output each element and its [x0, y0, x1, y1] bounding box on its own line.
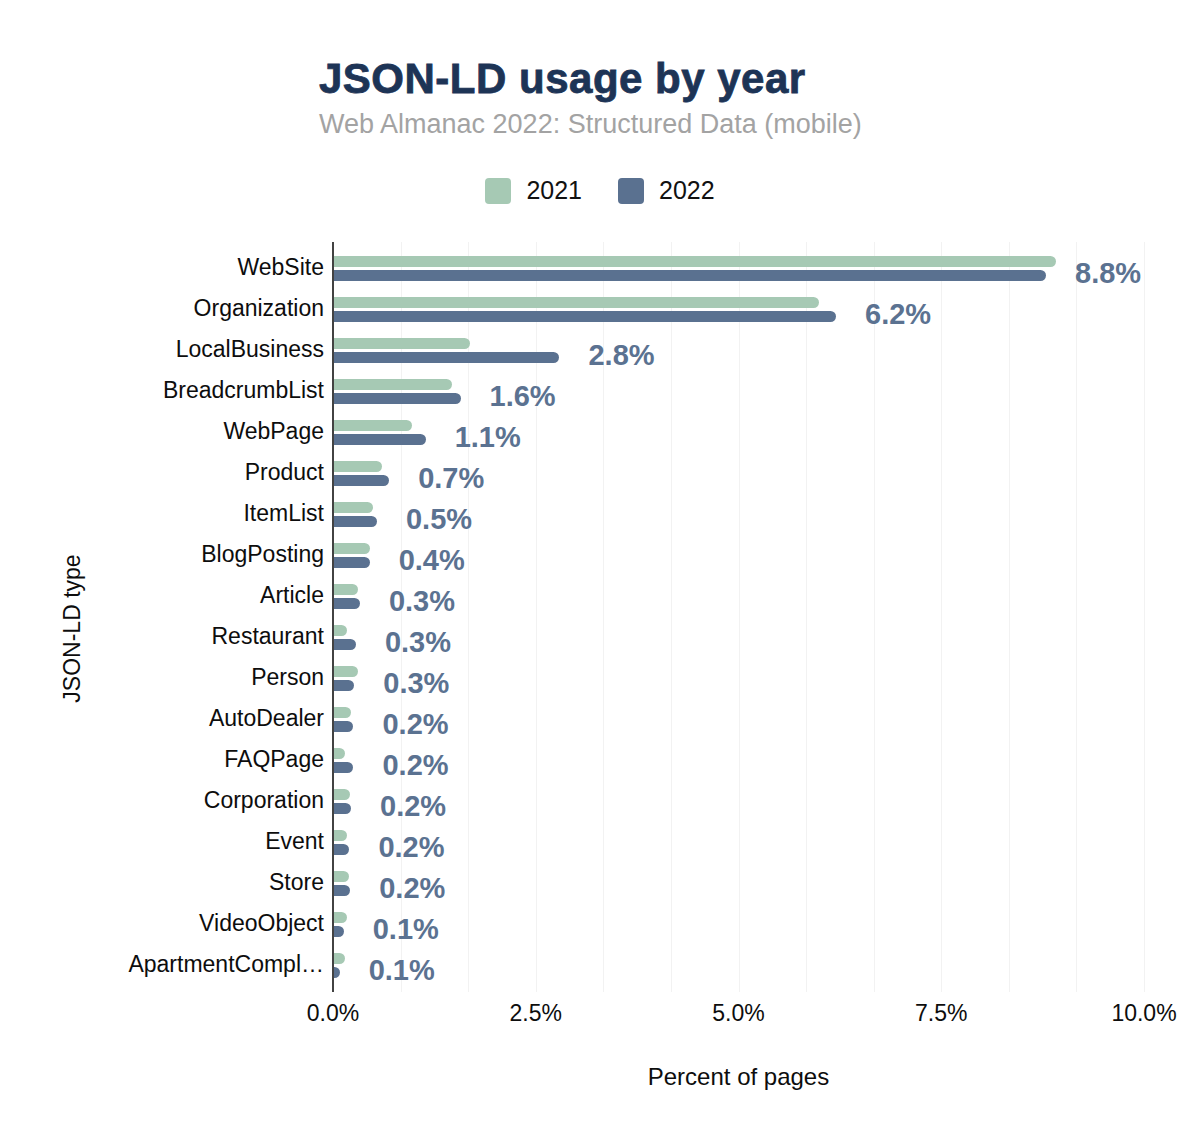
- bar-2021: [334, 830, 347, 841]
- gridline: [1144, 242, 1145, 992]
- category-label: AutoDealer: [0, 704, 324, 732]
- value-label: 0.2%: [382, 749, 448, 781]
- x-tick-label: 0.0%: [273, 1000, 393, 1027]
- bar-2022: [334, 762, 353, 773]
- value-label: 0.4%: [399, 544, 465, 576]
- bar-2022: [334, 475, 389, 486]
- category-label: BreadcrumbList: [0, 376, 324, 404]
- bar-2021: [334, 502, 373, 513]
- category-label: VideoObject: [0, 909, 324, 937]
- value-label: 0.2%: [382, 708, 448, 740]
- gridline: [941, 242, 942, 992]
- category-label: Article: [0, 581, 324, 609]
- bar-2022: [334, 557, 370, 568]
- value-label: 0.2%: [379, 872, 445, 904]
- value-label: 2.8%: [588, 339, 654, 371]
- bar-2022: [334, 680, 354, 691]
- bar-2021: [334, 297, 819, 308]
- value-label: 0.1%: [373, 913, 439, 945]
- gridline: [1009, 242, 1010, 992]
- bar-2022: [334, 393, 461, 404]
- bar-2021: [334, 789, 350, 800]
- bar-2021: [334, 953, 345, 964]
- category-label: FAQPage: [0, 745, 324, 773]
- bar-2021: [334, 543, 370, 554]
- bar-2021: [334, 338, 470, 349]
- gridline: [739, 242, 740, 992]
- category-label: Product: [0, 458, 324, 486]
- bar-2021: [334, 871, 349, 882]
- category-label: ItemList: [0, 499, 324, 527]
- category-label: ApartmentCompl…: [0, 950, 324, 978]
- value-label: 1.6%: [490, 380, 556, 412]
- gridline: [874, 242, 875, 992]
- gridline: [806, 242, 807, 992]
- value-label: 8.8%: [1075, 257, 1141, 289]
- bar-2021: [334, 461, 382, 472]
- bar-2021: [334, 912, 347, 923]
- value-label: 6.2%: [865, 298, 931, 330]
- category-label: Store: [0, 868, 324, 896]
- bar-2022: [334, 639, 356, 650]
- bar-2022: [334, 352, 559, 363]
- value-label: 0.1%: [369, 954, 435, 986]
- bar-2021: [334, 625, 347, 636]
- bar-2022: [334, 803, 351, 814]
- x-axis-title: Percent of pages: [333, 1063, 1144, 1091]
- bar-2021: [334, 748, 345, 759]
- bar-2022: [334, 311, 836, 322]
- bar-2022: [334, 434, 426, 445]
- plot-area: WebSite 8.8% Organization 6.2% LocalBusiness…: [0, 0, 1200, 1144]
- x-tick-label: 7.5%: [881, 1000, 1001, 1027]
- category-label: Event: [0, 827, 324, 855]
- category-label: LocalBusiness: [0, 335, 324, 363]
- bar-2021: [334, 256, 1056, 267]
- value-label: 0.3%: [385, 626, 451, 658]
- x-tick-label: 5.0%: [679, 1000, 799, 1027]
- category-label: Restaurant: [0, 622, 324, 650]
- bar-2022: [334, 516, 377, 527]
- value-label: 0.3%: [389, 585, 455, 617]
- value-label: 1.1%: [455, 421, 521, 453]
- bar-2021: [334, 420, 412, 431]
- value-label: 0.2%: [378, 831, 444, 863]
- bar-2022: [334, 967, 340, 978]
- bar-2021: [334, 666, 358, 677]
- bar-2022: [334, 885, 350, 896]
- category-label: WebPage: [0, 417, 324, 445]
- value-label: 0.5%: [406, 503, 472, 535]
- value-label: 0.3%: [383, 667, 449, 699]
- value-label: 0.2%: [380, 790, 446, 822]
- category-label: Person: [0, 663, 324, 691]
- bar-2021: [334, 707, 351, 718]
- bar-2022: [334, 721, 353, 732]
- bar-2021: [334, 379, 452, 390]
- gridline: [671, 242, 672, 992]
- y-axis-title: JSON-LD type: [59, 529, 86, 729]
- category-label: BlogPosting: [0, 540, 324, 568]
- bar-2022: [334, 844, 349, 855]
- chart: JSON-LD usage by year Web Almanac 2022: …: [0, 0, 1200, 1144]
- x-tick-label: 10.0%: [1084, 1000, 1200, 1027]
- category-label: WebSite: [0, 253, 324, 281]
- bar-2021: [334, 584, 358, 595]
- category-label: Corporation: [0, 786, 324, 814]
- gridline: [1076, 242, 1077, 992]
- category-label: Organization: [0, 294, 324, 322]
- bar-2022: [334, 926, 344, 937]
- x-tick-label: 2.5%: [476, 1000, 596, 1027]
- value-label: 0.7%: [418, 462, 484, 494]
- bar-2022: [334, 598, 360, 609]
- bar-2022: [334, 270, 1046, 281]
